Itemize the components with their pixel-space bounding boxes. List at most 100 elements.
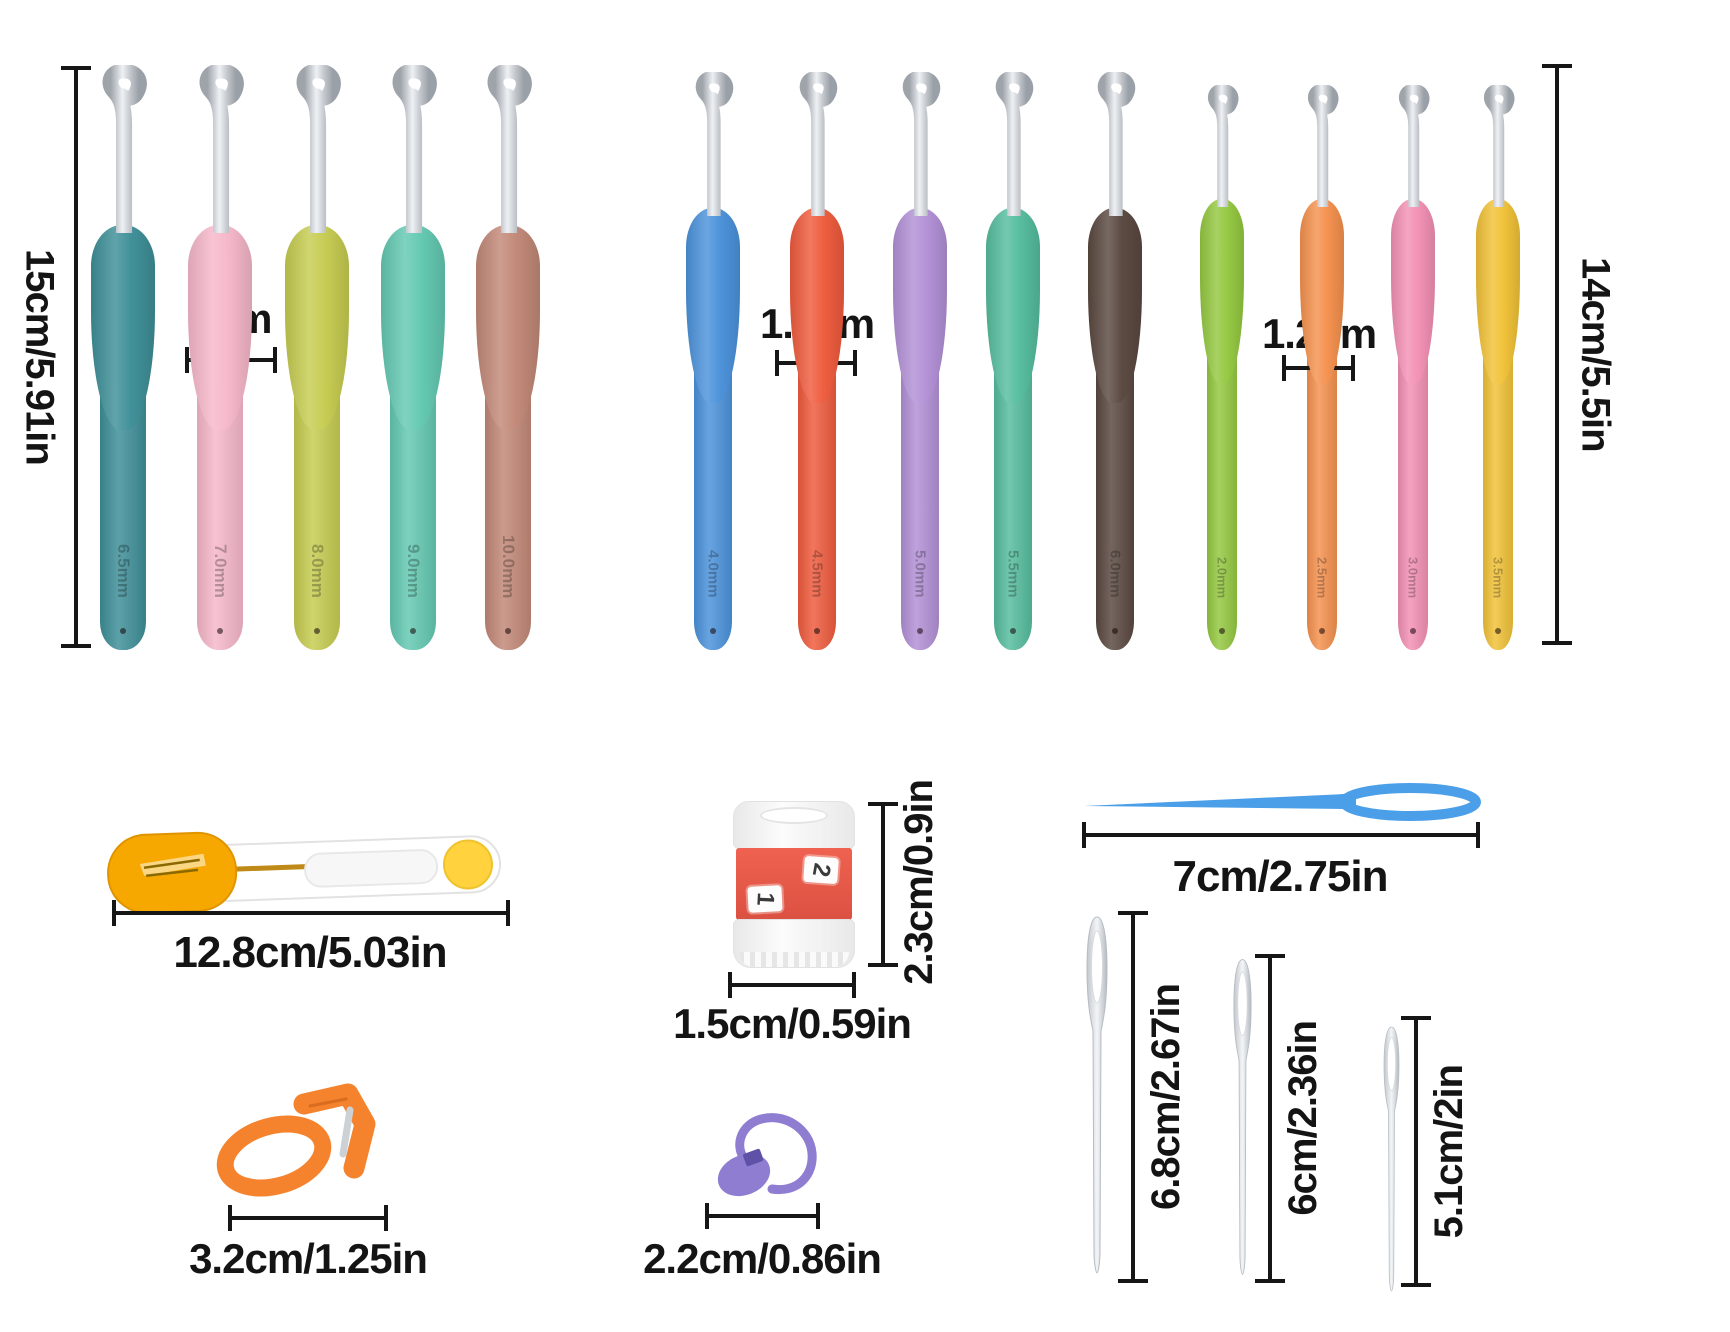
hook-curve: [695, 72, 734, 216]
hook-handle-grip: [1391, 199, 1435, 384]
marker-pin-loop: [735, 1113, 817, 1195]
counter-height-label-wrap: 2.3cm/0.9in: [893, 770, 945, 995]
hook-metal-head: [995, 72, 1034, 216]
hook-metal-head: [1097, 72, 1136, 216]
hook-handle-stem: [1398, 338, 1428, 650]
hook-handle-stem: [901, 357, 939, 650]
tapestry-needle: [1383, 1026, 1400, 1292]
counter-dial-band[interactable]: 2 1: [736, 848, 852, 920]
hook-metal-head: [296, 65, 341, 233]
hook-metal-head: [487, 65, 532, 233]
hook-metal-head: [1398, 85, 1430, 207]
hook-size-label: 6.5mm: [114, 544, 133, 598]
yarn-needle: [1084, 783, 1481, 821]
hook-handle-grip: [790, 208, 844, 403]
thimble-crease: [308, 1097, 348, 1108]
crochet-hook: 8.0mm: [285, 65, 349, 650]
counter-digit-top: 2: [807, 861, 836, 880]
crochet-hook: 5.0mm: [893, 72, 947, 650]
thimble-width-line: [228, 1216, 388, 1220]
hook-dot: [217, 628, 223, 634]
hook-handle-grip: [188, 225, 252, 430]
hook-handle-stem: [1096, 357, 1134, 650]
needle-body: [1383, 1026, 1400, 1292]
hook-handle-stem: [1307, 338, 1337, 650]
tapestry-needle: [1233, 959, 1252, 1275]
thimble-cutter: [216, 1083, 376, 1197]
thimble-width-label: 3.2cm/1.25in: [189, 1235, 428, 1282]
hook-length-14cm-label: 14cm/5.5in: [1573, 257, 1618, 452]
marker-clasp: [717, 1153, 771, 1197]
scissors-blade: [227, 863, 324, 872]
needle-eye: [1237, 971, 1248, 1037]
hook-handle-stem: [798, 357, 836, 650]
hook-size-label: 6.0mm: [1106, 550, 1124, 598]
hook-handle-stem: [1207, 338, 1237, 650]
yarn-needle-eye: [1339, 783, 1481, 821]
scissors-length-line: [112, 911, 510, 915]
yarn-needle-shaft: [1084, 794, 1346, 809]
hook-handle-grip: [476, 225, 540, 430]
hook-size-label: 4.0mm: [704, 550, 722, 598]
hook-handle-grip: [1476, 199, 1520, 384]
hook-handle-grip: [686, 208, 740, 403]
hook-handle-stem: [994, 357, 1032, 650]
hook-dot: [917, 628, 923, 634]
hook-dot: [314, 628, 320, 634]
hook-metal-head: [695, 72, 734, 216]
counter-height-label: 2.3cm/0.9in: [896, 780, 941, 985]
hook-handle-stem: [694, 357, 732, 650]
tapestry-needle-1-label-wrap: 6.8cm/2.67in: [1141, 911, 1191, 1283]
yarn-scissors: [107, 831, 502, 914]
hook-curve: [392, 65, 437, 233]
crochet-hook: 10.0mm: [476, 65, 540, 650]
crochet-hook: 4.0mm: [686, 72, 740, 650]
crochet-hook: 9.0mm: [381, 65, 445, 650]
hook-size-label: 9.0mm: [404, 544, 423, 598]
tapestry-needle-3-label-wrap: 5.1cm/2in: [1424, 1016, 1474, 1287]
hook-curve: [1097, 72, 1136, 216]
hook-metal-head: [392, 65, 437, 233]
marker-clasp-notch: [743, 1148, 764, 1167]
crochet-hook: 3.5mm: [1476, 85, 1520, 650]
crochet-hook: 5.5mm: [986, 72, 1040, 650]
hook-curve: [1207, 85, 1239, 207]
hook-handle-stem: [1483, 338, 1513, 650]
hook-handle-grip: [91, 225, 155, 430]
hook-handle-grip: [1300, 199, 1344, 384]
right-height-dimension-label-wrap: 14cm/5.5in: [1566, 64, 1624, 645]
hook-dot: [814, 628, 820, 634]
tapestry-needle-2-line: [1268, 954, 1272, 1283]
scissors-button: [443, 839, 494, 890]
counter-digit-bottom: 1: [751, 891, 780, 907]
hook-handle-grip: [285, 225, 349, 430]
hook-dot: [120, 628, 126, 634]
crochet-hook: 3.0mm: [1391, 85, 1435, 650]
marker-width-line: [705, 1214, 820, 1218]
scissors-length-label: 12.8cm/5.03in: [173, 928, 447, 977]
tapestry-needle-1-line: [1131, 911, 1135, 1283]
hook-handle-grip: [1088, 208, 1142, 403]
thimble-ring: [216, 1115, 332, 1197]
hook-curve: [296, 65, 341, 233]
hook-metal-head: [102, 65, 147, 233]
hook-dot: [1219, 628, 1225, 634]
hook-dot: [505, 628, 511, 634]
thimble-blade: [339, 1106, 354, 1158]
hook-handle-grip: [381, 225, 445, 430]
hook-size-label: 2.0mm: [1214, 556, 1230, 598]
hook-metal-head: [1483, 85, 1515, 207]
tapestry-needle-2-label: 6cm/2.36in: [1280, 1021, 1325, 1216]
tapestry-needle-3-label: 5.1cm/2in: [1426, 1064, 1471, 1239]
hook-handle-grip: [893, 208, 947, 403]
hook-curve: [902, 72, 941, 216]
crochet-hook: 4.5mm: [790, 72, 844, 650]
counter-top-rim: [733, 801, 855, 849]
hook-size-label: 3.0mm: [1405, 556, 1421, 598]
hook-metal-head: [1207, 85, 1239, 207]
needle-body: [1086, 916, 1108, 1274]
crochet-hook: 6.0mm: [1088, 72, 1142, 650]
tapestry-needle-3-line: [1414, 1016, 1418, 1287]
hook-curve: [1398, 85, 1430, 207]
